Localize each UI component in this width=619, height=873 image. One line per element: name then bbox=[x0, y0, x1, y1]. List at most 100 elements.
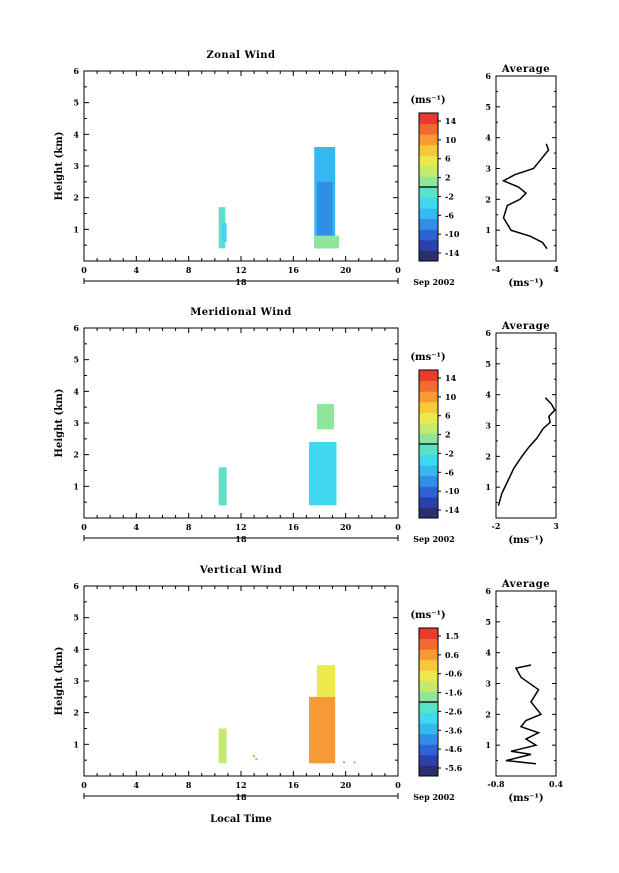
colorbar-label: 0.6 bbox=[445, 650, 459, 660]
y-tick-label: 6 bbox=[73, 581, 79, 591]
colorbar-segment bbox=[419, 765, 438, 777]
x-tick-label: 8 bbox=[186, 780, 192, 790]
average-title: Average bbox=[501, 64, 550, 75]
x-tick-label: 0 bbox=[81, 780, 87, 790]
y-axis-label: Height (km) bbox=[54, 389, 65, 458]
colorbar-segment bbox=[419, 723, 438, 735]
average-y-tick-label: 4 bbox=[485, 648, 491, 658]
average-y-tick-label: 4 bbox=[485, 390, 491, 400]
x-tick-label: 20 bbox=[340, 522, 352, 532]
colorbar-label: -0.6 bbox=[445, 669, 463, 679]
y-tick-label: 5 bbox=[73, 613, 79, 623]
colorbar-segment bbox=[419, 208, 438, 220]
heatmap-cell bbox=[322, 197, 333, 230]
colorbar-label: -5.6 bbox=[445, 763, 463, 773]
average-y-tick-label: 2 bbox=[485, 709, 491, 719]
colorbar-segment bbox=[419, 380, 438, 392]
colorbar-segment bbox=[419, 391, 438, 403]
average-y-tick-label: 3 bbox=[485, 421, 491, 431]
colorbar-label: -14 bbox=[445, 248, 460, 258]
colorbar-segment bbox=[419, 187, 438, 199]
average-y-tick-label: 4 bbox=[485, 133, 491, 143]
heatmap-cell bbox=[353, 761, 356, 764]
colorbar-segment bbox=[419, 733, 438, 745]
heatmap-cell bbox=[252, 755, 255, 757]
y-tick-label: 2 bbox=[73, 193, 79, 203]
average-y-tick-label: 5 bbox=[485, 102, 491, 112]
average-x-tick-label: -4 bbox=[492, 264, 501, 274]
x-tick-label: 12 bbox=[235, 265, 246, 275]
heatmap-cell bbox=[309, 696, 336, 764]
average-y-tick-label: 5 bbox=[485, 359, 491, 369]
plot-frame bbox=[83, 70, 399, 262]
colorbar-unit: (ms⁻¹) bbox=[410, 352, 445, 363]
average-title: Average bbox=[501, 579, 550, 590]
colorbar-label: 10 bbox=[445, 392, 457, 402]
colorbar-segment bbox=[419, 155, 438, 167]
plot-frame bbox=[83, 327, 399, 519]
colorbar-label: 2 bbox=[445, 173, 451, 183]
colorbar-segment bbox=[419, 628, 438, 640]
x-tick-label: 16 bbox=[288, 265, 300, 275]
panel-title: Meridional Wind bbox=[190, 307, 292, 318]
colorbar-segment bbox=[419, 649, 438, 661]
colorbar-segment bbox=[419, 123, 438, 135]
average-x-label: (ms⁻¹) bbox=[508, 278, 543, 289]
colorbar-label: -6 bbox=[445, 210, 454, 220]
colorbar-segment bbox=[419, 239, 438, 251]
date-label: Sep 2002 bbox=[413, 792, 455, 802]
colorbar-segment bbox=[419, 712, 438, 724]
colorbar-segment bbox=[419, 229, 438, 241]
heatmap-cell bbox=[221, 223, 227, 242]
colorbar-label: 2 bbox=[445, 430, 451, 440]
average-x-tick-label: 0.4 bbox=[549, 779, 563, 789]
panel-title: Vertical Wind bbox=[199, 565, 282, 576]
heatmap-cell bbox=[316, 404, 334, 430]
average-y-tick-label: 1 bbox=[485, 482, 491, 492]
colorbar-label: -10 bbox=[445, 486, 460, 496]
colorbar-segment bbox=[419, 433, 438, 445]
colorbar-segment bbox=[419, 113, 438, 125]
colorbar-segment bbox=[419, 250, 438, 262]
colorbar-label: -1.6 bbox=[445, 688, 463, 698]
average-x-tick-label: -0.8 bbox=[487, 779, 505, 789]
colorbar-segment bbox=[419, 422, 438, 434]
colorbar-segment bbox=[419, 165, 438, 177]
date-label: Sep 2002 bbox=[413, 534, 455, 544]
x-tick-label: 12 bbox=[235, 780, 246, 790]
colorbar-label: -3.6 bbox=[445, 725, 463, 735]
average-y-tick-label: 1 bbox=[485, 225, 491, 235]
average-profile-line bbox=[501, 143, 550, 250]
colorbar-segment bbox=[419, 754, 438, 766]
average-x-label: (ms⁻¹) bbox=[508, 535, 543, 546]
heatmap-cell bbox=[218, 467, 227, 506]
x-tick-label: 0 bbox=[81, 522, 87, 532]
average-y-tick-label: 6 bbox=[485, 586, 491, 596]
colorbar-segment bbox=[419, 744, 438, 756]
average-x-tick-label: 4 bbox=[553, 264, 559, 274]
colorbar-label: 10 bbox=[445, 135, 457, 145]
colorbar-segment bbox=[419, 144, 438, 156]
y-tick-label: 2 bbox=[73, 450, 79, 460]
x-tick-label: 0 bbox=[81, 265, 87, 275]
colorbar-label: 6 bbox=[445, 154, 451, 164]
y-tick-label: 2 bbox=[73, 708, 79, 718]
x-tick-label: 0 bbox=[395, 265, 401, 275]
colorbar-label: -2 bbox=[445, 191, 454, 201]
heatmap-cell bbox=[314, 235, 340, 249]
x-tick-label: 20 bbox=[340, 265, 352, 275]
average-frame bbox=[495, 75, 557, 262]
colorbar-segment bbox=[419, 702, 438, 714]
y-tick-label: 4 bbox=[73, 386, 79, 396]
colorbar-label: 14 bbox=[445, 373, 457, 383]
y-tick-label: 5 bbox=[73, 98, 79, 108]
x-tick-label: 8 bbox=[186, 265, 192, 275]
average-profile-line bbox=[505, 664, 543, 765]
y-tick-label: 3 bbox=[73, 676, 79, 686]
y-tick-label: 4 bbox=[73, 644, 79, 654]
y-tick-label: 1 bbox=[73, 224, 79, 234]
colorbar-segment bbox=[419, 475, 438, 487]
y-tick-label: 6 bbox=[73, 323, 79, 333]
